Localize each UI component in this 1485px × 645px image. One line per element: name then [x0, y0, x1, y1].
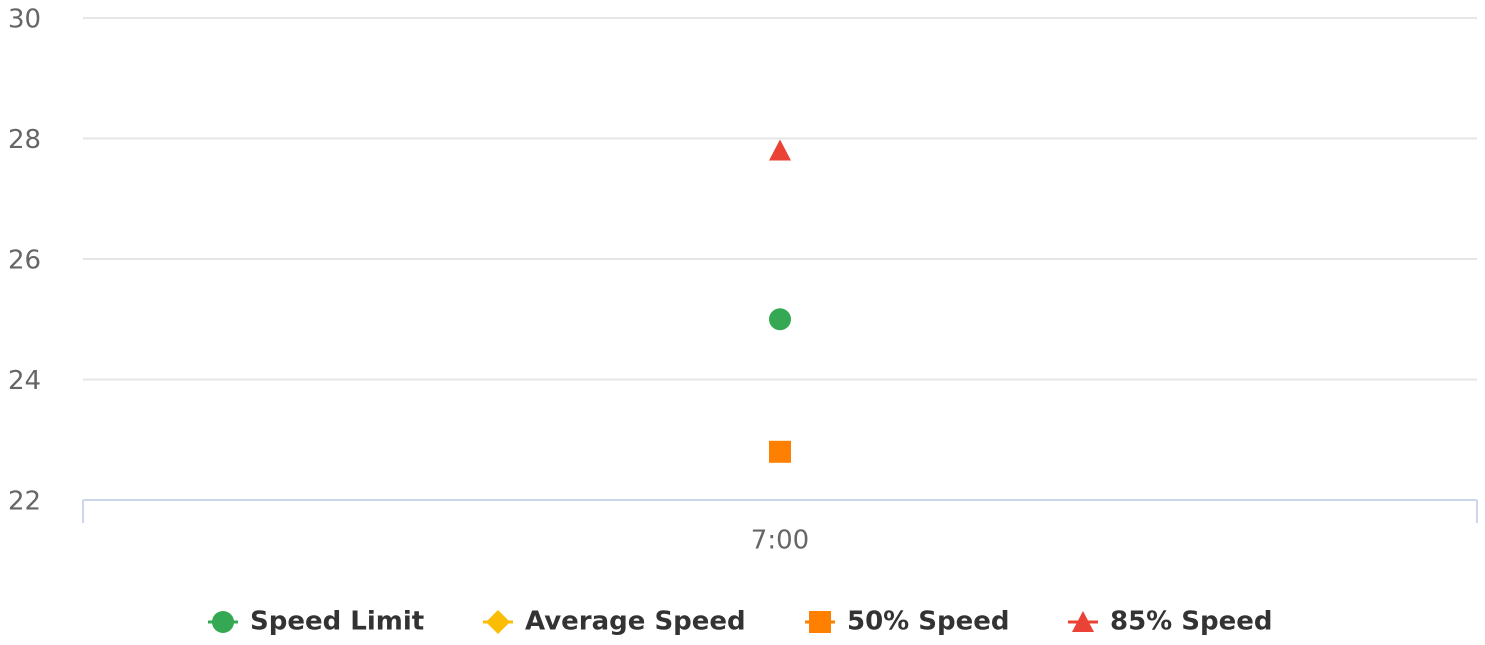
- legend-label: Speed Limit: [250, 607, 424, 637]
- marker: [769, 139, 791, 161]
- y-tick-label: 30: [8, 5, 41, 35]
- marker: [212, 611, 234, 633]
- legend-item[interactable]: 50% Speed: [805, 607, 1010, 637]
- legend-label: Average Speed: [525, 607, 746, 637]
- x-tick-label: 7:00: [751, 526, 809, 556]
- y-tick-label: 24: [8, 366, 41, 396]
- legend-label: 50% Speed: [847, 607, 1010, 637]
- y-tick-label: 26: [8, 246, 41, 276]
- marker: [1072, 611, 1094, 632]
- marker: [769, 440, 791, 463]
- legend-item[interactable]: 85% Speed: [1068, 607, 1273, 637]
- marker: [809, 611, 831, 633]
- legend-item[interactable]: Speed Limit: [208, 607, 424, 637]
- y-tick-label: 28: [8, 125, 41, 155]
- marker: [769, 308, 791, 331]
- legend-label: 85% Speed: [1110, 607, 1273, 637]
- y-tick-label: 22: [8, 487, 41, 517]
- legend-item[interactable]: Average Speed: [483, 607, 746, 637]
- marker: [486, 610, 510, 634]
